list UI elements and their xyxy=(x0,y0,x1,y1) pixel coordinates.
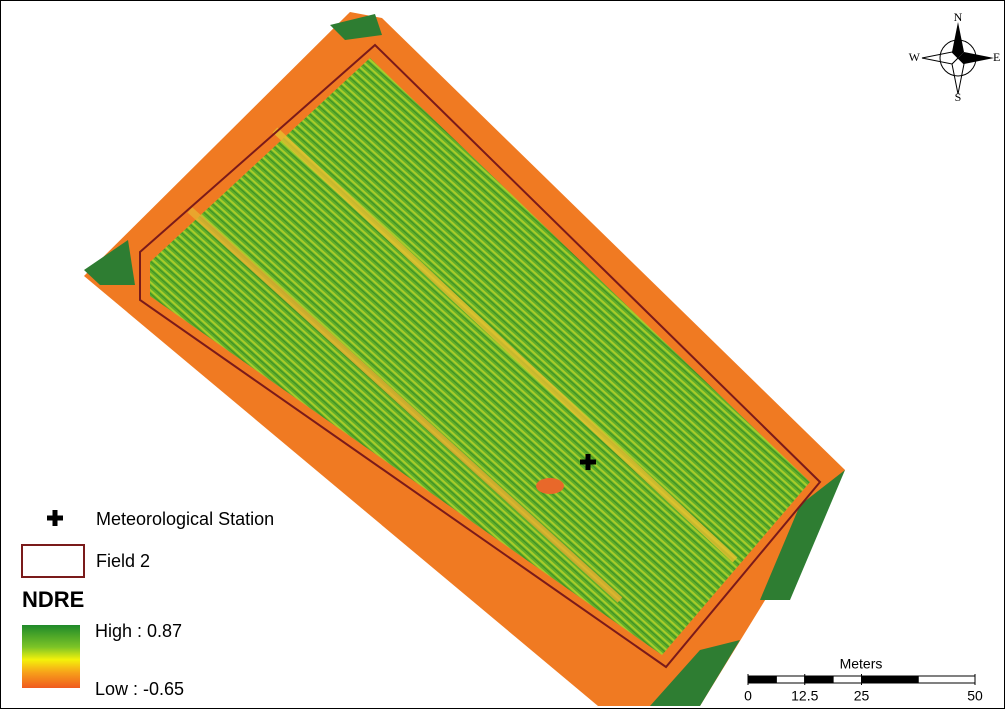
field-symbol xyxy=(22,545,84,577)
scale-segment xyxy=(748,676,776,683)
scale-segment xyxy=(805,676,833,683)
map: N S W E Meteorological Station Field 2 N… xyxy=(0,0,1005,709)
scale-segment xyxy=(833,676,861,683)
scale-segment xyxy=(862,676,919,683)
legend-high: High : 0.87 xyxy=(95,621,182,641)
scale-unit: Meters xyxy=(840,656,883,672)
legend-field: Field 2 xyxy=(96,551,150,571)
scale-tick-label: 25 xyxy=(854,688,870,704)
legend-low: Low : -0.65 xyxy=(95,679,184,699)
patch xyxy=(536,478,564,494)
compass-w: W xyxy=(909,50,921,64)
legend-station: Meteorological Station xyxy=(96,509,274,529)
scale-tick-label: 12.5 xyxy=(791,688,818,704)
scale-tick-label: 50 xyxy=(967,688,983,704)
scale-segment xyxy=(776,676,804,683)
compass-n: N xyxy=(954,10,963,24)
scale-tick-label: 0 xyxy=(744,688,752,704)
legend-title: NDRE xyxy=(22,587,84,612)
compass-e: E xyxy=(993,50,1000,64)
color-ramp xyxy=(22,625,80,688)
compass-s: S xyxy=(955,90,962,104)
scale-segment xyxy=(918,676,975,683)
